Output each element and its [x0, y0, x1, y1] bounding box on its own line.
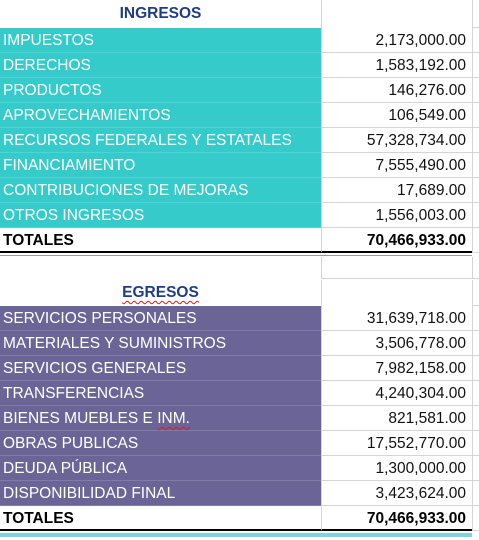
row-label: SERVICIOS GENERALES — [0, 356, 321, 381]
edge-cell — [472, 456, 479, 481]
row-value: 1,556,003.00 — [321, 203, 472, 228]
edge-cell — [472, 431, 479, 456]
row-value: 2,173,000.00 — [321, 28, 472, 53]
row-value: 106,549.00 — [321, 103, 472, 128]
edge-cell — [472, 178, 479, 203]
total-label: TOTALES — [0, 506, 321, 531]
row-label: DEUDA PÚBLICA — [0, 456, 321, 481]
edge-cell — [472, 153, 479, 178]
row-value: 17,689.00 — [321, 178, 472, 203]
edge-cell — [472, 381, 479, 406]
total-label: TOTALES — [0, 228, 321, 253]
value-cell — [321, 0, 472, 28]
row-value: 1,583,192.00 — [321, 53, 472, 78]
row-label: DISPONIBILIDAD FINAL — [0, 481, 321, 506]
total-value: 70,466,933.00 — [321, 228, 472, 253]
row-value: 31,639,718.00 — [321, 306, 472, 331]
row-label: BIENES MUEBLES E INM. — [0, 406, 321, 431]
double-rule — [0, 255, 472, 256]
row-value: 146,276.00 — [321, 78, 472, 103]
bottom-rule — [0, 533, 472, 537]
row-label: DERECHOS — [0, 53, 321, 78]
edge-cell — [472, 78, 479, 103]
row-label: OTROS INGRESOS — [0, 203, 321, 228]
edge-cell — [472, 228, 479, 253]
row-label: PRODUCTOS — [0, 78, 321, 103]
row-label: IMPUESTOS — [0, 28, 321, 53]
empty-cell — [321, 257, 472, 279]
row-label: TRANSFERENCIAS — [0, 381, 321, 406]
edge-cell — [472, 481, 479, 506]
total-value: 70,466,933.00 — [321, 506, 472, 531]
section-title: EGRESOS — [122, 284, 199, 301]
row-label: APROVECHAMIENTOS — [0, 103, 321, 128]
row-value: 7,555,490.00 — [321, 153, 472, 178]
row-value: 821,581.00 — [321, 406, 472, 431]
row-value: 3,423,624.00 — [321, 481, 472, 506]
edge-cell — [472, 28, 479, 53]
row-value: 3,506,778.00 — [321, 331, 472, 356]
row-label: CONTRIBUCIONES DE MEJORAS — [0, 178, 321, 203]
row-value: 4,240,304.00 — [321, 381, 472, 406]
row-label: OBRAS PUBLICAS — [0, 431, 321, 456]
edge-cell — [472, 53, 479, 78]
edge-cell — [472, 280, 479, 306]
edge-cell — [472, 331, 479, 356]
edge-cell — [472, 203, 479, 228]
row-label: RECURSOS FEDERALES Y ESTATALES — [0, 128, 321, 153]
row-label: MATERIALES Y SUMINISTROS — [0, 331, 321, 356]
row-label: SERVICIOS PERSONALES — [0, 306, 321, 331]
value-cell — [321, 280, 472, 306]
row-value: 57,328,734.00 — [321, 128, 472, 153]
row-value: 1,300,000.00 — [321, 456, 472, 481]
row-value: 7,982,158.00 — [321, 356, 472, 381]
edge-cell — [472, 103, 479, 128]
edge-cell — [472, 406, 479, 431]
section-title: INGRESOS — [119, 5, 202, 22]
edge-cell — [472, 356, 479, 381]
row-value: 17,552,770.00 — [321, 431, 472, 456]
edge-cell — [472, 506, 479, 531]
edge-cell — [472, 306, 479, 331]
edge-cell — [472, 257, 479, 279]
edge-cell — [472, 0, 479, 28]
edge-cell — [472, 128, 479, 153]
row-label: FINANCIAMIENTO — [0, 153, 321, 178]
